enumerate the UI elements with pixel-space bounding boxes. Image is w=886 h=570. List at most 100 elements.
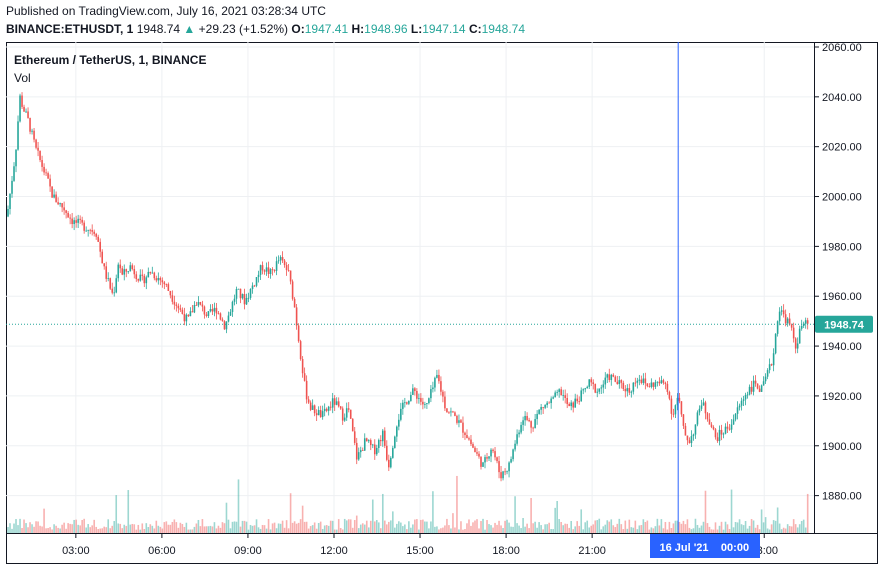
candle-body <box>281 257 284 261</box>
candle-body <box>253 285 256 287</box>
volume-bar <box>341 529 344 533</box>
candle-body <box>247 297 250 299</box>
volume-bar <box>722 529 725 533</box>
candle-body <box>556 391 558 393</box>
candle-body <box>35 139 37 148</box>
volume-bar <box>714 522 717 533</box>
candle-body <box>476 452 478 454</box>
volume-bar <box>796 527 799 533</box>
candle-body <box>470 439 472 445</box>
candle-body <box>468 438 470 440</box>
volume-bar <box>414 519 416 533</box>
candle-body <box>464 432 466 436</box>
candle-body <box>558 389 560 392</box>
candle-body <box>137 279 140 281</box>
volume-bar <box>786 524 789 533</box>
volume-bar <box>303 521 306 533</box>
candle-body <box>420 398 422 402</box>
candle-body <box>474 447 476 453</box>
volume-bar <box>105 527 108 533</box>
y-tick-label: 1960.00 <box>822 291 862 303</box>
volume-bar <box>345 520 348 533</box>
candle-body <box>648 386 651 387</box>
volume-bar <box>596 520 599 533</box>
candle-body <box>520 424 522 433</box>
volume-bar <box>402 526 404 533</box>
candle-body <box>313 405 316 414</box>
volume-bar <box>392 511 394 533</box>
candle-body <box>295 307 298 326</box>
candle-body <box>412 388 414 395</box>
high-label: H: <box>351 22 365 36</box>
volume-bar <box>704 490 707 533</box>
candle-body <box>672 413 675 415</box>
candle-body <box>381 430 384 442</box>
y-tick-label: 2060.00 <box>822 42 862 54</box>
candle-body <box>688 440 691 444</box>
current-price-badge: 1948.74 <box>815 315 873 333</box>
volume-bar <box>123 524 126 533</box>
candle-body <box>197 302 200 306</box>
volume-bar <box>658 525 661 533</box>
volume-bar <box>428 528 430 533</box>
candle-body <box>45 172 47 174</box>
candle-body <box>542 407 544 408</box>
candle-body <box>442 391 444 397</box>
candle-body <box>77 218 79 223</box>
volume-bar <box>396 523 398 533</box>
candle-body <box>658 381 661 384</box>
candle-body <box>371 444 374 446</box>
candle-body <box>107 278 110 279</box>
volume-bar <box>560 522 562 533</box>
volume-bar <box>289 493 292 533</box>
candle-body <box>145 277 148 284</box>
volume-bar <box>516 523 518 533</box>
candle-body <box>307 399 310 403</box>
volume-bar <box>534 521 536 533</box>
candle-body <box>462 422 464 433</box>
volume-bar <box>361 523 364 533</box>
price-change: +29.23 (+1.52%) <box>198 22 289 36</box>
volume-bar <box>295 523 298 533</box>
volume-bar <box>213 522 216 533</box>
candle-body <box>323 408 326 412</box>
volume-bar <box>25 523 27 533</box>
candle-body <box>285 264 288 271</box>
candle-body <box>311 405 314 410</box>
volume-bar <box>121 528 124 533</box>
volume-bar <box>444 525 446 533</box>
volume-bar <box>167 524 170 533</box>
volume-bar <box>438 529 440 533</box>
volume-bar <box>540 525 542 533</box>
crosshair-date-label: 16 Jul '21 <box>659 542 708 554</box>
close-value: 1948.74 <box>481 22 526 36</box>
volume-bar <box>738 519 741 533</box>
volume-bar <box>29 522 31 533</box>
candle-body <box>634 382 637 384</box>
candle-body <box>588 379 591 387</box>
candle-body <box>269 269 272 275</box>
price-axis[interactable]: 2060.00 2040.00 2020.00 2000.00 1980.00 1960.… <box>814 42 862 503</box>
volume-bar <box>448 525 450 533</box>
volume-bar <box>776 507 779 533</box>
candle-body <box>321 411 324 418</box>
volume-bar <box>446 518 448 533</box>
candle-body <box>550 398 552 404</box>
x-tick-label: 15:00 <box>406 545 434 557</box>
volume-bar <box>498 520 500 533</box>
candle-body <box>229 311 232 316</box>
candle-body <box>606 374 609 378</box>
volume-bar <box>624 520 627 533</box>
candle-body <box>287 270 290 271</box>
price-chart[interactable]: 2060.00 2040.00 2020.00 2000.00 1980.00 1960.… <box>6 42 878 564</box>
volume-bar <box>165 521 168 533</box>
volume-bar <box>57 527 59 533</box>
volume-bar <box>9 523 11 533</box>
candle-body <box>608 374 611 380</box>
candle-body <box>25 111 27 113</box>
volume-bar <box>227 519 230 533</box>
volume-bar <box>225 502 228 533</box>
candle-body <box>522 420 524 425</box>
volume-bar <box>468 519 470 533</box>
volume-bar <box>69 523 71 533</box>
